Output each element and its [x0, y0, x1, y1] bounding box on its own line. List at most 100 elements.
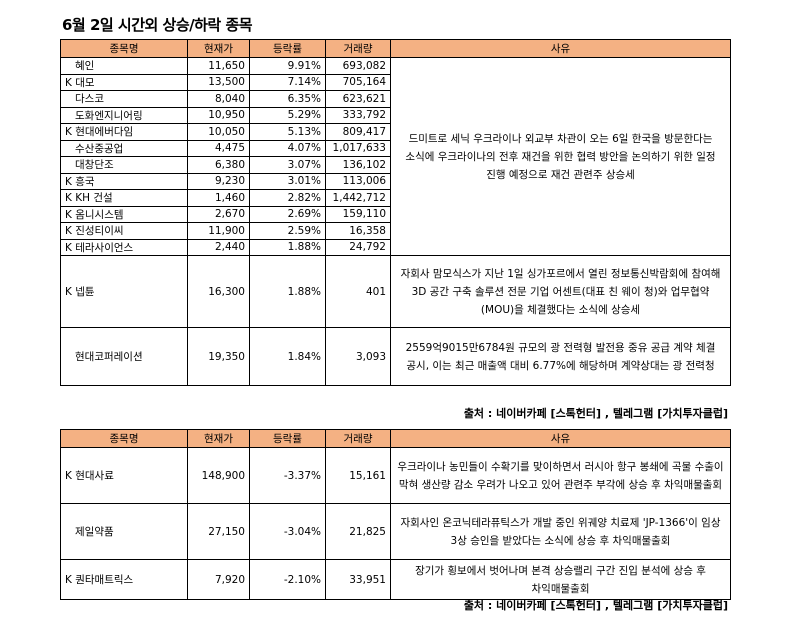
- table-row: K 흥국 9,230 3.01% 113,006: [60, 172, 731, 190]
- stock-volume: 24,792: [325, 238, 391, 256]
- stock-volume: 16,358: [325, 222, 391, 240]
- source-note: 출처 : 네이버카페 [스톡헌터] , 텔레그램 [가치투자클럽]: [463, 599, 728, 612]
- table-row: K 진성티이씨 11,900 2.59% 16,358: [60, 222, 731, 240]
- stock-name: 혜인: [60, 57, 188, 75]
- header-volume: 거래량: [325, 429, 391, 448]
- stock-reason: 우크라이나 농민들이 수확기를 맞이하면서 러시아 항구 봉쇄에 곡물 수출이 …: [390, 447, 731, 504]
- stock-change: -3.04%: [249, 503, 326, 560]
- stock-name: 수산중공업: [60, 139, 188, 157]
- table-row: K 퀀타매트릭스 7,920 -2.10% 33,951 장기가 횡보에서 벗어…: [60, 559, 731, 600]
- stock-change: 4.07%: [249, 139, 326, 157]
- stock-name: K 퀀타매트릭스: [60, 559, 188, 600]
- stock-price: 10,050: [187, 123, 250, 141]
- header-change: 등락률: [249, 39, 326, 58]
- stock-change: -2.10%: [249, 559, 326, 600]
- header-row: 종목명 현재가 등락률 거래량 사유: [60, 39, 731, 58]
- stock-change: 1.84%: [249, 327, 326, 386]
- table-row: K 옴니시스템 2,670 2.69% 159,110: [60, 205, 731, 223]
- stock-price: 1,460: [187, 189, 250, 207]
- stock-volume: 401: [325, 255, 391, 328]
- header-price: 현재가: [187, 39, 250, 58]
- stock-reason: 장기가 횡보에서 벗어나며 본격 상승랠리 구간 진입 분석에 상승 후 차익매…: [390, 559, 731, 600]
- stock-volume: 136,102: [325, 156, 391, 174]
- stock-volume: 333,792: [325, 106, 391, 124]
- stock-change: 5.29%: [249, 106, 326, 124]
- stock-volume: 21,825: [325, 503, 391, 560]
- stock-price: 16,300: [187, 255, 250, 328]
- stock-name: K KH 건설: [60, 189, 188, 207]
- table-row: K 현대에버다임 10,050 5.13% 809,417: [60, 123, 731, 141]
- rise-table: 종목명 현재가 등락률 거래량 사유 혜인 11,650 9.91% 693,0…: [60, 39, 731, 386]
- table-row: 수산중공업 4,475 4.07% 1,017,633: [60, 139, 731, 157]
- stock-change: 1.88%: [249, 238, 326, 256]
- table-row: 제일약품 27,150 -3.04% 21,825 자회사인 온코닉테라퓨틱스가…: [60, 503, 731, 560]
- stock-price: 7,920: [187, 559, 250, 600]
- stock-volume: 623,621: [325, 90, 391, 108]
- stock-price: 11,650: [187, 57, 250, 75]
- stock-price: 9,230: [187, 172, 250, 190]
- reason-hyundai-corp: 2559억9015만6784원 규모의 광 전력형 발전용 중유 공급 계약 체…: [390, 327, 731, 386]
- stock-price: 11,900: [187, 222, 250, 240]
- stock-volume: 809,417: [325, 123, 391, 141]
- stock-volume: 15,161: [325, 447, 391, 504]
- table-row: K 현대사료 148,900 -3.37% 15,161 우크라이나 농민들이 …: [60, 447, 731, 504]
- header-name: 종목명: [60, 429, 188, 448]
- stock-change: 1.88%: [249, 255, 326, 328]
- header-change: 등락률: [249, 429, 326, 448]
- stock-name: 다스코: [60, 90, 188, 108]
- stock-change: 6.35%: [249, 90, 326, 108]
- stock-name: 제일약품: [60, 503, 188, 560]
- source-note: 출처 : 네이버카페 [스톡헌터] , 텔레그램 [가치투자클럽]: [463, 407, 728, 420]
- stock-name: K 넵튠: [60, 255, 188, 328]
- stock-volume: 159,110: [325, 205, 391, 223]
- stock-volume: 1,017,633: [325, 139, 391, 157]
- stock-volume: 33,951: [325, 559, 391, 600]
- stock-volume: 3,093: [325, 327, 391, 386]
- stock-change: 5.13%: [249, 123, 326, 141]
- table-row: 대창단조 6,380 3.07% 136,102: [60, 156, 731, 174]
- fall-table: 종목명 현재가 등락률 거래량 사유 K 현대사료 148,900 -3.37%…: [60, 429, 731, 600]
- stock-volume: 693,082: [325, 57, 391, 75]
- stock-reason: 자회사인 온코닉테라퓨틱스가 개발 중인 위궤양 치료제 'JP-1366'이 …: [390, 503, 731, 560]
- header-volume: 거래량: [325, 39, 391, 58]
- stock-change: 3.07%: [249, 156, 326, 174]
- stock-volume: 1,442,712: [325, 189, 391, 207]
- stock-name: K 옴니시스템: [60, 205, 188, 223]
- stock-name: K 현대에버다임: [60, 123, 188, 141]
- stock-name: 현대코퍼레이션: [60, 327, 188, 386]
- stock-change: 2.69%: [249, 205, 326, 223]
- header-name: 종목명: [60, 39, 188, 58]
- stock-price: 148,900: [187, 447, 250, 504]
- table-row: K 넵튠 16,300 1.88% 401 자회사 맘모식스가 지난 1일 싱가…: [60, 255, 731, 328]
- stock-change: -3.37%: [249, 447, 326, 504]
- stock-price: 19,350: [187, 327, 250, 386]
- stock-name: 대창단조: [60, 156, 188, 174]
- stock-volume: 705,164: [325, 73, 391, 91]
- stock-price: 27,150: [187, 503, 250, 560]
- table-row: 현대코퍼레이션 19,350 1.84% 3,093 2559억9015만678…: [60, 327, 731, 386]
- header-price: 현재가: [187, 429, 250, 448]
- stock-name: K 진성티이씨: [60, 222, 188, 240]
- table-row: 혜인 11,650 9.91% 693,082 드미트로 세닉 우크라이나 외교…: [60, 57, 731, 256]
- table-row: 도화엔지니어링 10,950 5.29% 333,792: [60, 106, 731, 124]
- stock-name: 도화엔지니어링: [60, 106, 188, 124]
- stock-volume: 113,006: [325, 172, 391, 190]
- stock-price: 13,500: [187, 73, 250, 91]
- stock-change: 2.82%: [249, 189, 326, 207]
- stock-name: K 대모: [60, 73, 188, 91]
- reason-neptune: 자회사 맘모식스가 지난 1일 싱가포르에서 열린 정보통신박람회에 참여해 3…: [390, 255, 731, 328]
- stock-change: 7.14%: [249, 73, 326, 91]
- header-row: 종목명 현재가 등락률 거래량 사유: [60, 429, 731, 448]
- header-reason: 사유: [390, 39, 731, 58]
- stock-name: K 현대사료: [60, 447, 188, 504]
- stock-price: 6,380: [187, 156, 250, 174]
- stock-price: 8,040: [187, 90, 250, 108]
- stock-price: 10,950: [187, 106, 250, 124]
- stock-name: K 테라사이언스: [60, 238, 188, 256]
- stock-price: 2,670: [187, 205, 250, 223]
- reason-reconstruction: 드미트로 세닉 우크라이나 외교부 차관이 오는 6일 한국을 방문한다는 소식…: [390, 57, 731, 256]
- page-title: 6월 2일 시간외 상승/하락 종목: [62, 16, 253, 34]
- stock-price: 2,440: [187, 238, 250, 256]
- stock-name: K 흥국: [60, 172, 188, 190]
- stock-change: 9.91%: [249, 57, 326, 75]
